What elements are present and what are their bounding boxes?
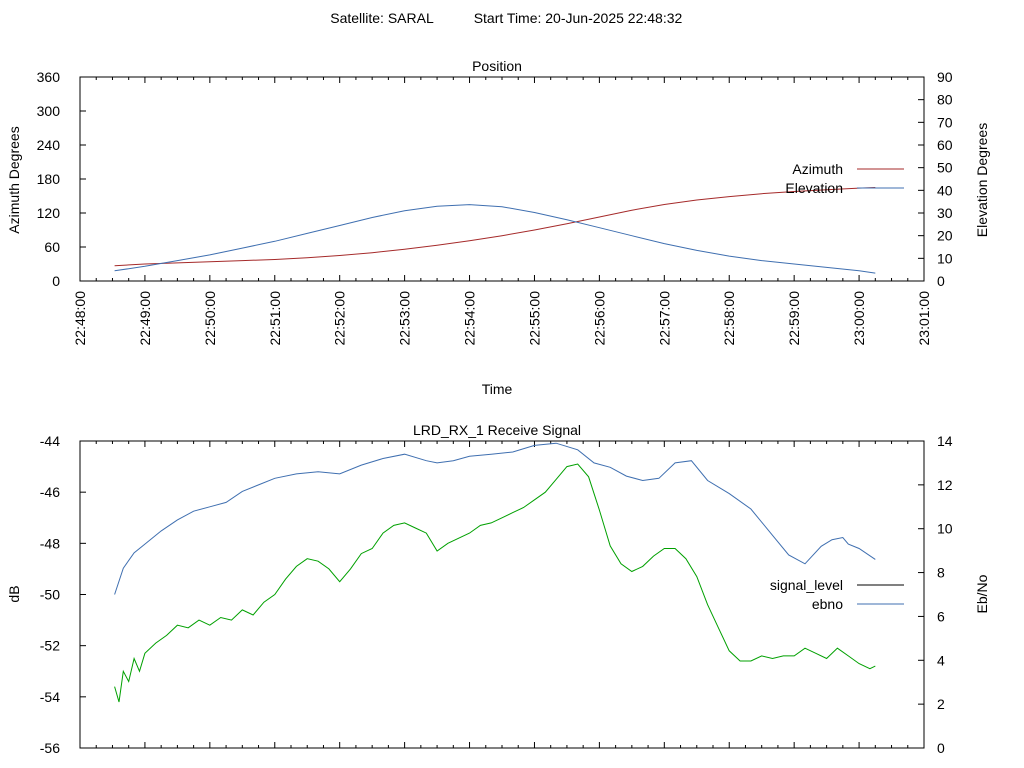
signal-y-tick-label: -46	[40, 484, 60, 500]
receive-signal-chart-y2label: Eb/No	[974, 574, 990, 613]
position-y2-tick-label: 0	[937, 273, 945, 289]
position-chart-title: Position	[472, 58, 522, 74]
signal-y2-tick-label: 4	[937, 652, 945, 668]
position-chart-y2label: Elevation Degrees	[974, 123, 990, 237]
signal-y2-tick-label: 6	[937, 608, 945, 624]
position-y2-tick-label: 60	[937, 137, 953, 153]
receive-signal-chart-title: LRD_RX_1 Receive Signal	[413, 422, 581, 438]
position-x-tick-label: 22:57:00	[656, 291, 672, 346]
signal-y-tick-label: -52	[40, 638, 60, 654]
position-x-tick-label: 23:01:00	[916, 291, 932, 346]
position-y-tick-label: 180	[37, 171, 61, 187]
position-y2-tick-label: 20	[937, 228, 953, 244]
position-x-tick-label: 22:48:00	[72, 291, 88, 346]
signal-legend-label-ebno: ebno	[812, 596, 843, 612]
position-y-tick-label: 60	[44, 239, 60, 255]
position-x-tick-label: 22:54:00	[462, 291, 478, 346]
position-x-tick-label: 22:58:00	[721, 291, 737, 346]
position-x-tick-label: 22:59:00	[786, 291, 802, 346]
signal-series-ebno	[114, 442, 876, 595]
position-x-tick-label: 22:52:00	[332, 291, 348, 346]
signal-legend-label-signal-level: signal_level	[770, 577, 843, 593]
position-y-tick-label: 360	[37, 69, 61, 85]
position-x-tick-label: 22:50:00	[202, 291, 218, 346]
position-y-tick-label: 240	[37, 137, 61, 153]
signal-y2-tick-label: 8	[937, 565, 945, 581]
signal-y-tick-label: -54	[40, 689, 60, 705]
signal-y-tick-label: -50	[40, 587, 60, 603]
satellite-label: Satellite: SARAL	[330, 10, 434, 26]
position-y2-tick-label: 80	[937, 92, 953, 108]
signal-y-tick-label: -44	[40, 433, 60, 449]
position-x-tick-label: 22:56:00	[591, 291, 607, 346]
position-y2-tick-label: 30	[937, 205, 953, 221]
position-y-tick-label: 300	[37, 103, 61, 119]
position-y2-tick-label: 90	[937, 69, 953, 85]
receive-signal-chart-ylabel: dB	[6, 585, 22, 602]
signal-y2-tick-label: 2	[937, 696, 945, 712]
signal-y2-tick-label: 14	[937, 433, 953, 449]
position-y2-tick-label: 50	[937, 160, 953, 176]
position-y2-tick-label: 10	[937, 250, 953, 266]
signal-y2-tick-label: 12	[937, 477, 953, 493]
position-chart: Position Time Azimuth Degrees Elevation …	[6, 58, 990, 397]
position-plot-frame	[79, 76, 925, 282]
start-time-label: Start Time: 20-Jun-2025 22:48:32	[474, 10, 683, 26]
position-x-tick-label: 22:51:00	[267, 291, 283, 346]
position-chart-xlabel: Time	[482, 381, 513, 397]
position-x-tick-label: 22:55:00	[526, 291, 542, 346]
position-y-tick-label: 120	[37, 205, 61, 221]
position-legend-label-elevation: Elevation	[785, 180, 843, 196]
signal-plot-frame	[79, 440, 925, 749]
position-y-tick-label: 0	[52, 273, 60, 289]
signal-y2-tick-label: 10	[937, 521, 953, 537]
receive-signal-chart: LRD_RX_1 Receive Signal dB Eb/No -56 -54 -…	[6, 422, 990, 756]
position-chart-ylabel: Azimuth Degrees	[6, 126, 22, 233]
position-x-tick-label: 22:53:00	[397, 291, 413, 346]
signal-series-green-trace	[114, 463, 876, 703]
position-series-elevation	[114, 204, 876, 274]
position-x-tick-label: 23:00:00	[851, 291, 867, 346]
position-legend-label-azimuth: Azimuth	[792, 161, 843, 177]
signal-y-tick-label: -56	[40, 740, 60, 756]
position-x-tick-label: 22:49:00	[137, 291, 153, 346]
position-series-azimuth	[114, 187, 876, 267]
position-y2-tick-label: 70	[937, 114, 953, 130]
position-y2-tick-label: 40	[937, 182, 953, 198]
signal-y2-tick-label: 0	[937, 740, 945, 756]
signal-y-tick-label: -48	[40, 535, 60, 551]
